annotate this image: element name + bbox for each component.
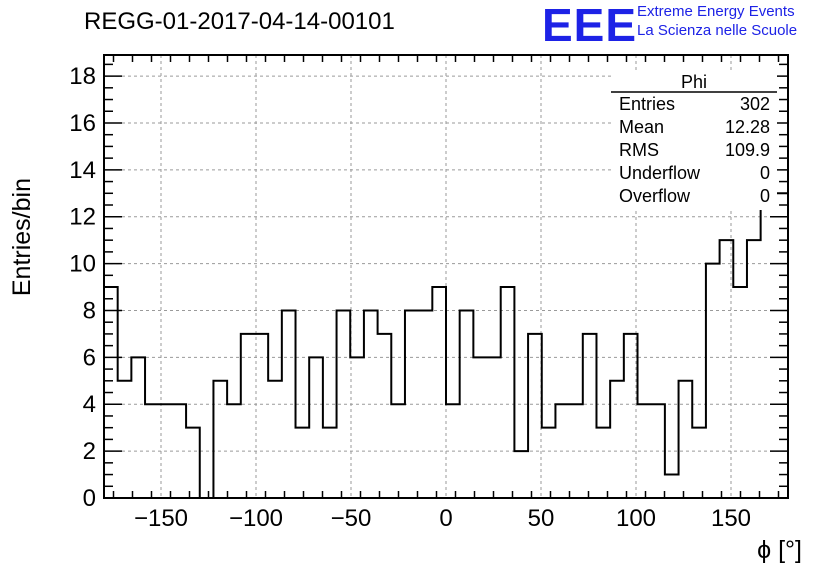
stats-box: Phi Entries 302 Mean 12.28 RMS 109.9 Underflow… (611, 72, 777, 210)
stats-row-value: 0 (760, 186, 770, 206)
stats-row-label: Mean (619, 117, 664, 137)
logo-line-2: La Scienza nelle Scuole (637, 22, 798, 39)
stats-row-value: 302 (740, 94, 770, 114)
y-tick-labels: 0 2 4 6 8 10 12 14 16 18 (69, 63, 96, 512)
x-tick-label: 0 (439, 505, 452, 532)
y-tick-label: 6 (83, 344, 96, 371)
y-tick-label: 18 (69, 63, 96, 90)
stats-row-label: Overflow (619, 186, 691, 206)
y-tick-label: 2 (83, 438, 96, 465)
x-tick-label: −100 (229, 505, 283, 532)
y-tick-label: 8 (83, 297, 96, 324)
histogram-outline (104, 192, 788, 499)
stats-row-value: 12.28 (725, 117, 770, 137)
logo-line-1: Extreme Energy Events (637, 3, 795, 20)
y-tick-label: 12 (69, 204, 96, 231)
stats-row-value: 0 (760, 163, 770, 183)
stats-box-bg (611, 72, 777, 210)
x-tick-label: 50 (528, 505, 555, 532)
y-tick-label: 14 (69, 157, 96, 184)
x-tick-labels: −150 −100 −50 0 50 100 150 (134, 505, 751, 532)
plot-frame (103, 54, 789, 499)
page-title: REGG-01-2017-04-14-00101 (84, 8, 395, 35)
stats-row-label: Entries (619, 94, 675, 114)
logo-caption: Extreme Energy Events La Scienza nelle S… (637, 2, 797, 40)
x-tick-label: −150 (134, 505, 188, 532)
x-tick-label: 100 (616, 505, 656, 532)
stats-row-value: 109.9 (725, 140, 770, 160)
eee-logo: EEE (542, 0, 638, 51)
stats-rows: Entries 302 Mean 12.28 RMS 109.9 Underflow 0 Ove… (619, 94, 770, 206)
stats-row-label: RMS (619, 140, 659, 160)
y-tick-label: 4 (83, 391, 96, 418)
stats-title: Phi (681, 72, 707, 92)
y-axis-label: Entries/bin (8, 178, 36, 296)
stats-row-label: Underflow (619, 163, 701, 183)
x-tick-label: 150 (711, 505, 751, 532)
y-tick-label: 0 (83, 485, 96, 512)
y-tick-label: 16 (69, 110, 96, 137)
x-axis-label: ϕ [°] (757, 536, 802, 564)
x-tick-label: −50 (331, 505, 372, 532)
y-tick-label: 10 (69, 251, 96, 278)
